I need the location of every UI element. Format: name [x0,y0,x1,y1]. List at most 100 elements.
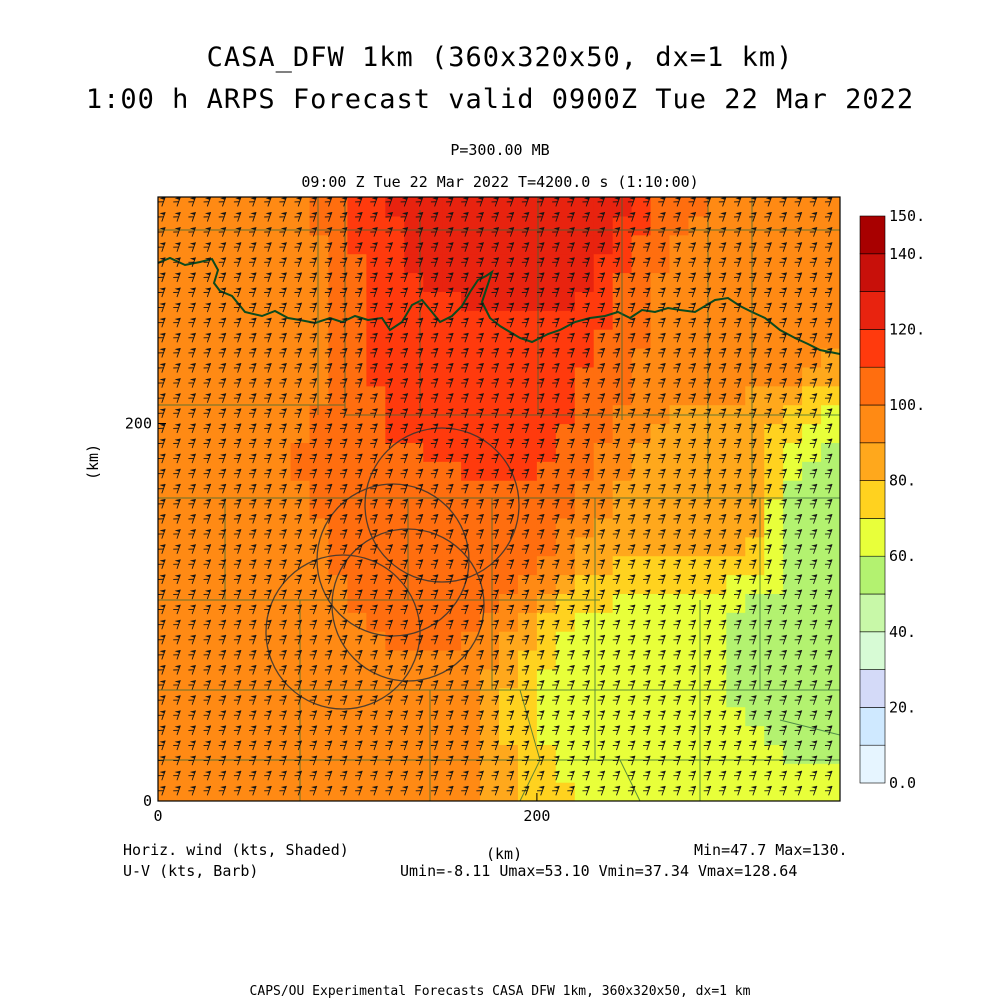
field-cell [195,593,216,613]
wind-barb [173,740,181,751]
wind-barb [339,211,348,222]
wind-barb [218,604,227,615]
wind-barb [355,680,363,690]
wind-barb [370,589,378,600]
field-cell [517,215,538,236]
wind-barb [536,664,545,675]
wind-barb [415,680,424,690]
field-cell [461,480,481,500]
wind-barb [400,785,409,796]
field-cell [650,763,671,783]
wind-barb [552,710,560,720]
wind-barb [446,559,454,569]
wind-barb [385,287,393,298]
wind-barb [203,272,212,283]
field-cell [328,517,349,538]
field-cell [764,404,784,425]
field-cell [821,291,840,311]
field-cell [764,744,784,764]
wind-barb [188,242,196,252]
wind-barb [400,574,409,585]
wind-barb [536,317,545,328]
wind-barb [218,770,227,781]
wind-barb [309,362,318,373]
wind-barb [400,423,409,434]
field-cell [252,461,273,481]
wind-barb [415,227,424,237]
colorbar-swatch [859,366,886,406]
field-cell [802,423,822,443]
wind-barb [461,197,469,207]
wind-barb [476,574,484,585]
field-cell [290,555,311,576]
wind-barb [446,544,454,554]
field-cell [631,612,652,632]
wind-barb [188,347,196,358]
wind-barb [249,393,257,403]
wind-barb [324,378,333,388]
field-cell [385,366,405,387]
field-cell [195,366,216,387]
field-cell [593,593,614,613]
field-cell [669,782,690,801]
field-cell [195,650,216,670]
wind-barb [324,423,333,434]
wind-barb [324,755,333,766]
field-cell [423,706,443,727]
wind-barb [385,544,393,554]
wind-barb [309,498,318,509]
wind-barb [279,725,287,736]
wind-barb [491,680,500,690]
wind-barb [385,770,393,781]
wind-barb [158,378,166,388]
field-cell [366,668,386,689]
field-cell [726,725,746,745]
wind-barb [415,529,424,539]
field-cell [461,706,481,727]
wind-barb [552,604,560,615]
wind-barb [249,483,257,494]
wind-barb [476,529,484,539]
wind-barb [324,332,333,343]
wind-barb [385,393,393,403]
wind-barb [249,317,257,328]
field-cell [271,782,292,801]
wind-barb [446,619,454,630]
wind-barb [218,498,227,509]
wind-barb [385,242,393,252]
wind-barb [430,498,439,509]
wind-barb [415,362,424,373]
field-cell [745,517,765,538]
wind-barb [294,544,303,554]
field-cell [271,329,292,349]
colorbar-swatch [859,291,886,330]
field-cell [802,612,822,632]
wind-barb [355,589,363,600]
wind-barb [203,513,212,524]
field-cell [764,593,784,613]
wind-barb [294,197,303,207]
wind-barb [385,302,393,313]
wind-barb [476,589,484,600]
wind-barb [415,197,424,207]
wind-barb [491,257,500,267]
field-cell [593,442,614,462]
wind-barb [491,302,500,313]
wind-barb [446,438,454,449]
wind-barb [158,483,166,494]
wind-barb [249,302,257,313]
field-cell [669,291,690,311]
field-cell [176,744,197,764]
wind-barb [158,589,166,600]
wind-barb [385,498,393,509]
field-cell [290,215,311,236]
wind-barb [385,197,393,207]
wind-barb [188,468,196,479]
field-cell [669,404,690,425]
field-cell [404,366,424,387]
wind-barb [324,619,333,630]
field-cell [669,215,690,236]
wind-barb [158,680,166,690]
wind-barb [506,438,515,449]
wind-barb [294,695,303,705]
